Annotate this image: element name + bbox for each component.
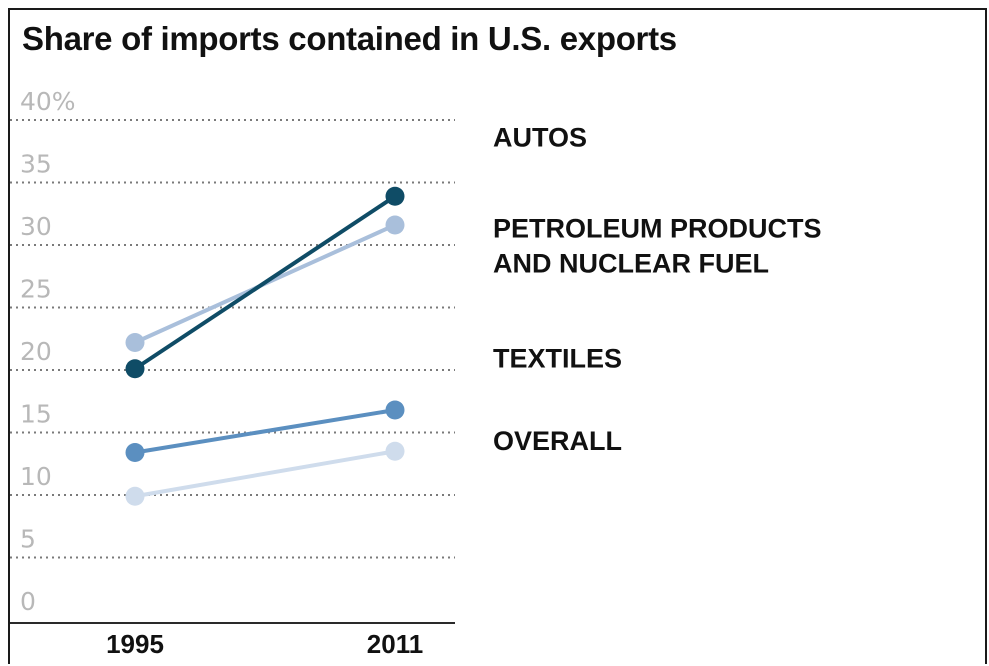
series-line-overall [133, 449, 397, 499]
y-tick-label-40: 40% [20, 87, 76, 116]
data-point-textiles-1995 [125, 443, 145, 462]
series-label-textiles: TEXTILES [493, 344, 622, 374]
series-label-overall: OVERALL [493, 426, 622, 456]
series-label-petroleum-products-and-nuclear-fuel-line-1: PETROLEUM PRODUCTS [493, 214, 822, 244]
data-point-autos-1995 [125, 359, 145, 379]
y-axis-ticks: 0 5 10 15 20 25 30 35 40% [20, 87, 76, 616]
grid-lines [10, 119, 455, 559]
y-tick-label-0: 0 [20, 587, 36, 616]
data-point-overall-2011 [385, 441, 405, 461]
data-point-textiles-2011 [385, 400, 405, 420]
x-tick-label-2011: 2011 [367, 629, 423, 659]
y-tick-label-10: 10 [20, 462, 52, 491]
y-tick-label-5: 5 [20, 525, 36, 554]
x-axis: 1995 2011 [10, 622, 455, 659]
data-point-petroleum-products-and-nuclear-fuel-2011 [385, 215, 405, 235]
data-point-overall-1995 [125, 486, 145, 506]
series-labels: AUTOS PETROLEUM PRODUCTS AND NUCLEAR FUEL T… [493, 122, 822, 456]
y-tick-label-20: 20 [20, 337, 52, 366]
x-tick-label-1995: 1995 [106, 629, 164, 659]
y-tick-label-25: 25 [20, 275, 52, 304]
series-label-petroleum-products-and-nuclear-fuel-line-2: AND NUCLEAR FUEL [493, 249, 769, 279]
data-point-autos-2011 [385, 186, 405, 206]
chart-title: Share of imports contained in U.S. expor… [22, 20, 677, 57]
data-point-petroleum-products-and-nuclear-fuel-1995 [125, 333, 145, 352]
y-tick-label-15: 15 [20, 400, 52, 429]
y-tick-label-30: 30 [20, 212, 52, 241]
series-label-autos: AUTOS [493, 122, 587, 152]
series-line-textiles [133, 408, 397, 455]
series-layer [125, 186, 405, 506]
series-line-autos [133, 194, 397, 371]
y-tick-label-35: 35 [20, 150, 52, 179]
chart-frame [8, 8, 987, 664]
